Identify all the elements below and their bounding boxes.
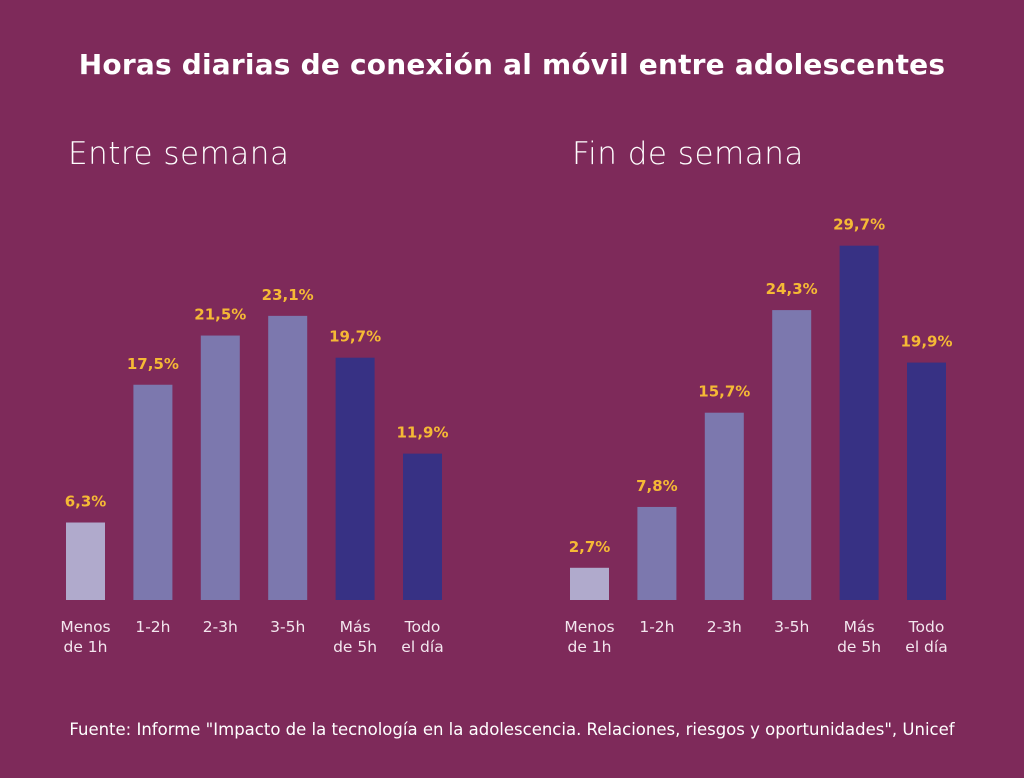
data-label-weekend-1: 7,8% — [636, 477, 678, 495]
tick-label-weekend-4: de 5h — [837, 638, 881, 656]
bar-weekend-3 — [772, 310, 812, 600]
bar-weekday-3 — [268, 315, 308, 600]
chart-subtitle-weekend: Fin de semana — [572, 136, 804, 172]
tick-label-weekend-2: 2-3h — [707, 618, 742, 636]
bar-weekday-0 — [66, 522, 105, 600]
chart-title: Horas diarias de conexión al móvil entre… — [78, 48, 946, 81]
tick-label-weekday-5: Todo — [404, 618, 441, 636]
bar-weekday-1 — [133, 384, 173, 600]
tick-label-weekend-5: Todo — [908, 618, 945, 636]
bar-weekend-4 — [839, 245, 879, 600]
data-label-weekday-3: 23,1% — [262, 286, 314, 304]
data-label-weekday-5: 11,9% — [396, 424, 448, 442]
tick-label-weekday-3: 3-5h — [270, 618, 305, 636]
tick-label-weekday-0: Menos — [60, 618, 110, 636]
data-label-weekday-2: 21,5% — [194, 306, 246, 324]
tick-label-weekday-4: Más — [340, 618, 371, 636]
tick-label-weekday-1: 1-2h — [135, 618, 170, 636]
bar-weekend-2 — [704, 412, 744, 600]
bar-weekday-4 — [335, 357, 375, 600]
data-label-weekend-4: 29,7% — [833, 216, 885, 234]
data-label-weekend-5: 19,9% — [900, 333, 952, 351]
tick-label-weekday-5: el día — [401, 638, 443, 656]
source-note: Fuente: Informe "Impacto de la tecnologí… — [69, 720, 955, 739]
tick-label-weekday-2: 2-3h — [203, 618, 238, 636]
tick-label-weekday-0: de 1h — [64, 638, 108, 656]
tick-label-weekend-1: 1-2h — [639, 618, 674, 636]
tick-label-weekend-3: 3-5h — [774, 618, 809, 636]
data-label-weekday-4: 19,7% — [329, 328, 381, 346]
tick-label-weekend-0: de 1h — [568, 638, 612, 656]
chart-subtitle-weekday: Entre semana — [68, 136, 290, 172]
data-label-weekday-0: 6,3% — [65, 493, 107, 511]
tick-label-weekday-4: de 5h — [333, 638, 377, 656]
data-label-weekend-0: 2,7% — [569, 538, 611, 556]
bar-weekend-1 — [637, 506, 677, 600]
data-label-weekend-2: 15,7% — [698, 383, 750, 401]
tick-label-weekend-4: Más — [844, 618, 875, 636]
tick-label-weekend-5: el día — [905, 638, 947, 656]
bar-weekend-0 — [570, 567, 609, 600]
bar-weekday-2 — [200, 335, 240, 600]
data-label-weekday-1: 17,5% — [127, 355, 179, 373]
bar-weekday-5 — [403, 453, 442, 600]
tick-label-weekend-0: Menos — [564, 618, 614, 636]
data-label-weekend-3: 24,3% — [766, 280, 818, 298]
bar-weekend-5 — [907, 362, 946, 600]
